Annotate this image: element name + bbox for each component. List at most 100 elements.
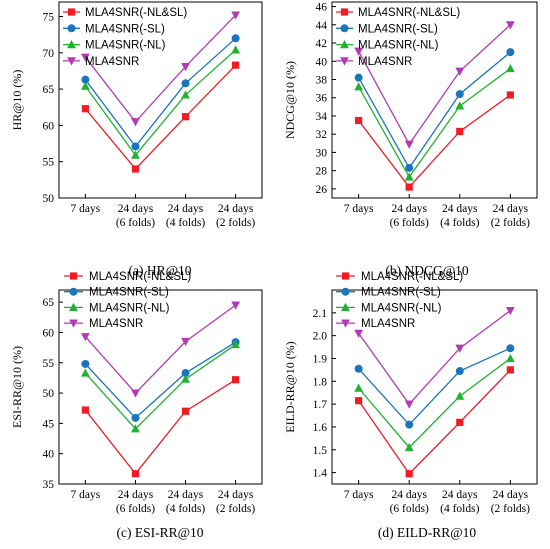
legend-label: MLA4SNR(-NL) [85,40,166,52]
x-tick-label: 7 days [344,489,374,501]
legend: MLA4SNR(-NL&SL) MLA4SNR(-SL) MLA4SNR(-NL) M… [63,7,187,68]
legend-label: MLA4SNR(-SL) [89,287,169,299]
chart-panel: 26 28 30 32 34 36 38 40 42 44 46 7 days 24 days (6 fo… [283,1,538,278]
legend-marker [341,272,350,280]
legend-label: MLA4SNR [85,56,139,68]
data-point [131,413,140,422]
x-tick-label: 24 days [442,489,478,501]
plot-frame [331,1,538,199]
y-tick-label: 42 [316,38,328,50]
x-tick-label: 24 days [493,489,529,501]
legend-marker [341,302,350,311]
data-point [354,329,364,338]
data-point [355,116,363,125]
x-tick-label: (4 folds) [440,503,479,515]
y-axis-title: EILD-RR@10 (%) [283,341,297,432]
legend-label: MLA4SNR [358,56,412,68]
y-axis-title: ESI-RR@10 (%) [10,346,24,428]
panel-caption: (c) ESI-RR@10 [116,525,203,540]
data-point [456,418,464,426]
data-point [231,45,241,54]
y-tick-label: 40 [43,449,55,461]
data-point [354,383,364,392]
y-tick-label: 55 [43,358,55,370]
legend-label: MLA4SNR(-NL) [89,302,170,314]
data-point [354,364,363,373]
data-point [455,90,464,99]
x-tick-label: 7 days [344,203,374,215]
data-point [81,105,89,113]
y-tick-label: 36 [316,93,328,105]
plot-frame [331,289,538,485]
chart-panel: 1.4 1.5 1.6 1.7 1.8 1.9 2.0 2.1 7 days 24 days (6 … [283,271,538,540]
data-point [80,333,90,342]
series-line [358,347,511,426]
series-line [358,310,511,406]
data-point [181,369,190,378]
x-tick-label: 24 days [391,203,427,215]
data-point [505,21,515,30]
data-point [354,82,364,91]
chart-panel: 50 55 60 65 70 75 7 days 24 days (6 folds) 24 day… [10,1,263,278]
x-tick-label: 24 days [118,489,154,501]
data-point [131,470,140,478]
data-point [404,172,414,181]
y-tick-label: 55 [43,157,55,169]
data-point [455,101,465,110]
y-tick-label: 70 [43,48,55,60]
data-point [455,67,465,76]
data-point [231,339,241,349]
y-tick-label: 60 [43,120,55,132]
data-point [405,470,413,478]
data-point [456,127,464,136]
legend-label: MLA4SNR [361,318,415,330]
legend-label: MLA4SNR(-SL) [358,23,438,35]
legend-label: MLA4SNR(-NL) [361,302,442,314]
y-tick-label: 35 [43,479,55,491]
series-line [84,37,237,148]
data-point [131,142,140,151]
data-point [131,118,140,127]
data-point [455,391,465,400]
data-point [232,61,240,69]
legend: MLA4SNR(-NL&SL) MLA4SNR(-SL) MLA4SNR(-NL) M… [336,7,460,68]
x-tick-label: (2 folds) [216,503,255,515]
plot-frame [58,289,263,485]
y-tick-label: 40 [316,56,328,68]
x-tick-label: 24 days [391,489,427,501]
legend-label: MLA4SNR(-NL&SL) [361,271,463,283]
panel-caption: (d) EILD-RR@10 [378,525,477,540]
data-point [505,63,515,73]
data-point [181,407,190,415]
series-line [84,379,236,475]
data-point [405,420,414,429]
data-point [506,344,515,353]
data-point [405,183,413,191]
data-point [354,47,364,56]
y-tick-label: 75 [43,12,55,24]
y-tick-label: 65 [43,297,55,309]
legend-marker [340,24,349,33]
data-point [506,91,514,99]
y-tick-label: 26 [316,184,328,196]
legend-label: MLA4SNR(-NL&SL) [89,271,191,283]
data-point [232,376,240,384]
data-point [131,165,140,173]
data-point [455,367,464,376]
chart-panel: 35 40 45 50 55 60 65 7 days 24 days (6 folds) 24 d… [10,271,263,540]
legend-marker [340,40,349,49]
y-tick-label: 2.1 [313,308,328,320]
x-tick-label: 7 days [71,489,101,501]
legend-marker [67,24,76,33]
y-tick-label: 65 [43,84,55,96]
data-point [505,306,515,316]
legend-marker [69,319,78,328]
data-point [404,442,414,452]
data-point [131,150,140,159]
data-point [131,389,140,398]
y-tick-label: 1.7 [313,399,328,411]
data-point [80,53,90,62]
legend-marker [67,8,76,16]
data-point [181,79,190,88]
y-tick-label: 1.6 [313,422,328,434]
